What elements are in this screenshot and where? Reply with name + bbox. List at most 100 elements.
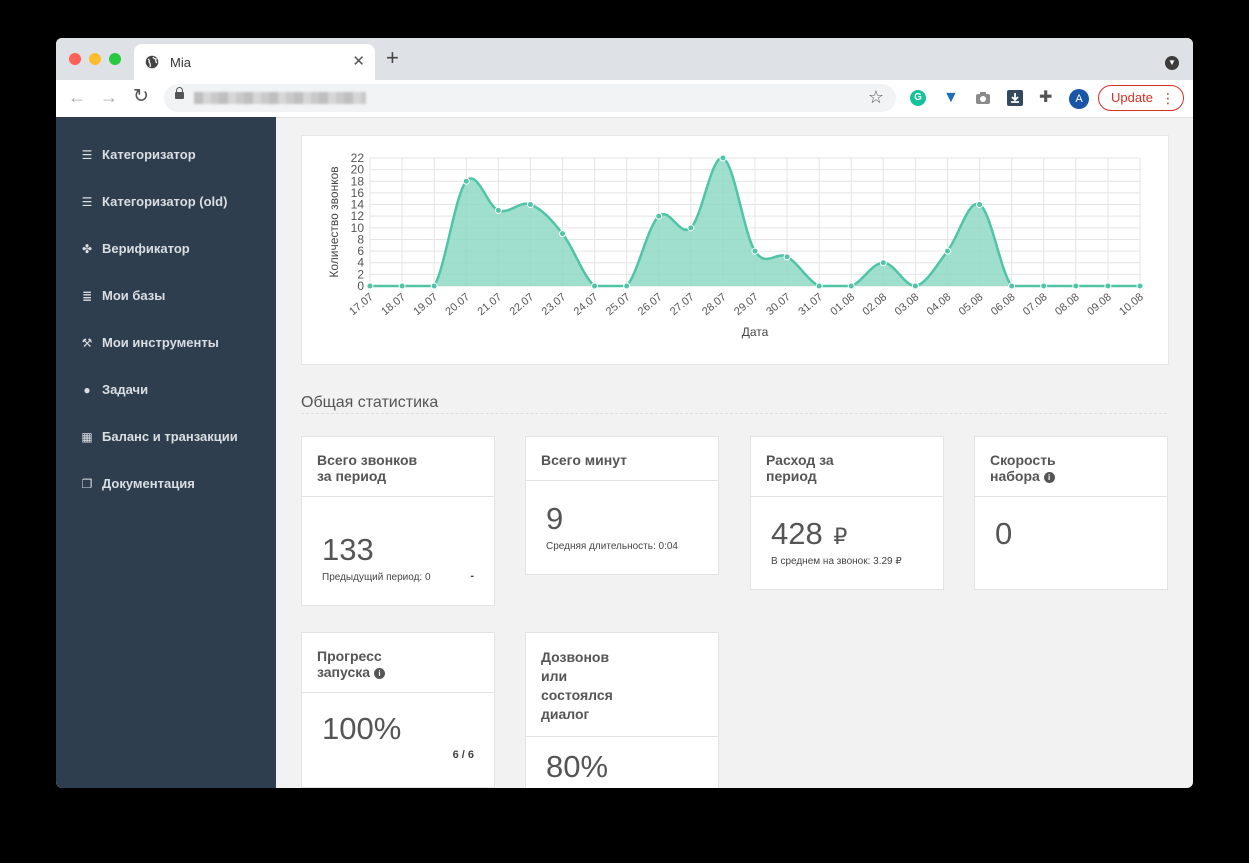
sidebar-item-categorizer-old[interactable]: ☰ Категоризатор (old) xyxy=(80,194,228,214)
data-point xyxy=(462,177,470,185)
globe-icon xyxy=(145,55,159,69)
card-subtext: В среднем на звонок: 3.29 ₽ xyxy=(771,556,902,567)
data-point xyxy=(366,282,374,290)
x-tick-label: 02.08 xyxy=(860,291,889,318)
x-tick-label: 31.07 xyxy=(796,291,825,318)
minimize-window-button[interactable] xyxy=(89,53,101,65)
x-tick-label: 24.07 xyxy=(572,291,601,318)
info-icon[interactable]: i xyxy=(1043,472,1055,483)
data-point xyxy=(847,282,855,290)
maximize-window-button[interactable] xyxy=(109,53,121,65)
data-point xyxy=(526,201,534,209)
close-window-button[interactable] xyxy=(69,53,81,65)
tab-search-icon[interactable]: ▼ xyxy=(1165,56,1179,70)
y-tick-label: 6 xyxy=(357,244,364,258)
y-tick-label: 12 xyxy=(351,209,365,223)
bookmark-star-icon[interactable]: ☆ xyxy=(867,87,884,107)
card-value: 100% xyxy=(322,711,402,746)
table-icon: ▦ xyxy=(81,430,93,444)
x-tick-label: 08.08 xyxy=(1053,291,1082,318)
sidebar: ☰ Категоризатор ☰ Категоризатор (old) ✤ Вер… xyxy=(56,117,276,788)
sidebar-item-label: Баланс и транзакции xyxy=(102,429,238,444)
database-icon: ≣ xyxy=(81,289,93,303)
y-tick-label: 8 xyxy=(357,232,364,246)
x-tick-label: 25.07 xyxy=(604,291,633,318)
download-icon[interactable] xyxy=(1007,90,1023,106)
profile-avatar[interactable]: A xyxy=(1069,89,1089,109)
sidebar-item-my-tools[interactable]: ⚒ Мои инструменты xyxy=(80,335,219,355)
x-tick-label: 26.07 xyxy=(636,291,665,318)
card-value: 0 xyxy=(995,516,1013,551)
x-tick-label: 17.07 xyxy=(347,291,376,318)
data-point xyxy=(1072,282,1080,290)
card-title-text: Скорость набора xyxy=(990,452,1056,484)
grammarly-icon[interactable]: G xyxy=(910,90,926,106)
card-title: Прогресс запуска i xyxy=(302,633,494,693)
info-icon[interactable]: i xyxy=(373,668,385,679)
data-point xyxy=(655,212,663,220)
card-value: 428 ₽ xyxy=(771,516,847,552)
card-title: Всего звонков за период xyxy=(302,437,494,497)
sidebar-item-my-databases[interactable]: ≣ Мои базы xyxy=(80,288,165,308)
sidebar-item-documentation[interactable]: ❐ Документация xyxy=(80,476,195,496)
forward-arrow-icon[interactable]: → xyxy=(100,87,118,107)
main-content: 0 2 4 6 8 10 12 14 16 18 20 22 17.07 18.07 19.07 20.07 2… xyxy=(276,117,1193,788)
sidebar-item-label: Мои инструменты xyxy=(102,335,219,350)
card-subtext: Предыдущий период: 0 xyxy=(322,572,431,583)
address-bar[interactable]: ☆ xyxy=(164,84,896,112)
data-point xyxy=(911,282,919,290)
data-point xyxy=(783,253,791,261)
x-tick-label: 06.08 xyxy=(989,291,1018,318)
back-arrow-icon[interactable]: ← xyxy=(68,87,86,107)
stat-card-total-calls: Всего звонков за период 133 Предыдущий п… xyxy=(301,436,495,606)
x-tick-label: 20.07 xyxy=(443,291,472,318)
sidebar-item-tasks[interactable]: ● Задачи xyxy=(80,382,148,402)
extensions-puzzle-icon[interactable]: ✚ xyxy=(1039,89,1053,106)
x-tick-label: 03.08 xyxy=(893,291,922,318)
x-axis-label: Дата xyxy=(742,325,769,339)
data-point xyxy=(944,247,951,255)
reload-icon[interactable]: ↻ xyxy=(133,86,149,107)
data-point xyxy=(430,282,438,290)
y-axis-label: Количество звонков xyxy=(327,166,341,277)
x-tick-label: 28.07 xyxy=(700,291,729,318)
data-point xyxy=(1136,282,1144,290)
sidebar-item-label: Мои базы xyxy=(102,288,166,303)
sidebar-item-balance[interactable]: ▦ Баланс и транзакции xyxy=(80,429,238,449)
sidebar-item-categorizer[interactable]: ☰ Категоризатор xyxy=(80,147,196,167)
lock-icon xyxy=(175,87,184,99)
data-point xyxy=(623,282,631,290)
data-point xyxy=(976,201,984,209)
sidebar-item-label: Задачи xyxy=(102,382,149,397)
y-tick-label: 14 xyxy=(351,198,365,212)
y-tick-label: 20 xyxy=(351,163,365,177)
data-point xyxy=(687,224,695,232)
camera-icon[interactable] xyxy=(975,90,991,106)
data-point xyxy=(751,247,759,255)
close-tab-icon[interactable]: ✕ xyxy=(352,53,365,70)
x-tick-label: 18.07 xyxy=(379,291,408,318)
new-tab-button[interactable]: + xyxy=(386,45,399,70)
card-subtext: Средняя длительность: 0:04 xyxy=(546,541,678,552)
card-value: 9 xyxy=(546,501,564,536)
card-delta: - xyxy=(470,570,474,582)
stat-card-spend: Расход за период 428 ₽ В среднем на звон… xyxy=(750,436,944,590)
update-button[interactable]: Update ⋮ xyxy=(1098,85,1184,111)
sidebar-item-verifier[interactable]: ✤ Верификатор xyxy=(80,241,190,261)
data-point xyxy=(719,154,727,162)
card-value: 80% xyxy=(546,749,609,784)
browser-tab[interactable]: Mia ✕ xyxy=(134,44,375,80)
x-tick-label: 22.07 xyxy=(508,291,537,318)
tab-strip: Mia ✕ + ▼ xyxy=(56,38,1193,80)
browser-window: Mia ✕ + ▼ ← → ↻ ☆ G ▼ ✚ A Update ⋮ xyxy=(56,38,1193,788)
url-text-blurred xyxy=(194,92,366,104)
tab-title: Mia xyxy=(170,55,191,70)
more-vert-icon[interactable]: ⋮ xyxy=(1161,90,1175,106)
x-tick-label: 19.07 xyxy=(411,291,440,318)
update-label: Update xyxy=(1111,90,1153,105)
card-value-number: 428 xyxy=(771,516,823,551)
calls-chart-panel: 0 2 4 6 8 10 12 14 16 18 20 22 17.07 18.07 19.07 20.07 2… xyxy=(301,135,1169,365)
vpn-extension-icon[interactable]: ▼ xyxy=(943,89,959,106)
card-title-text: Прогресс запуска xyxy=(317,648,382,680)
